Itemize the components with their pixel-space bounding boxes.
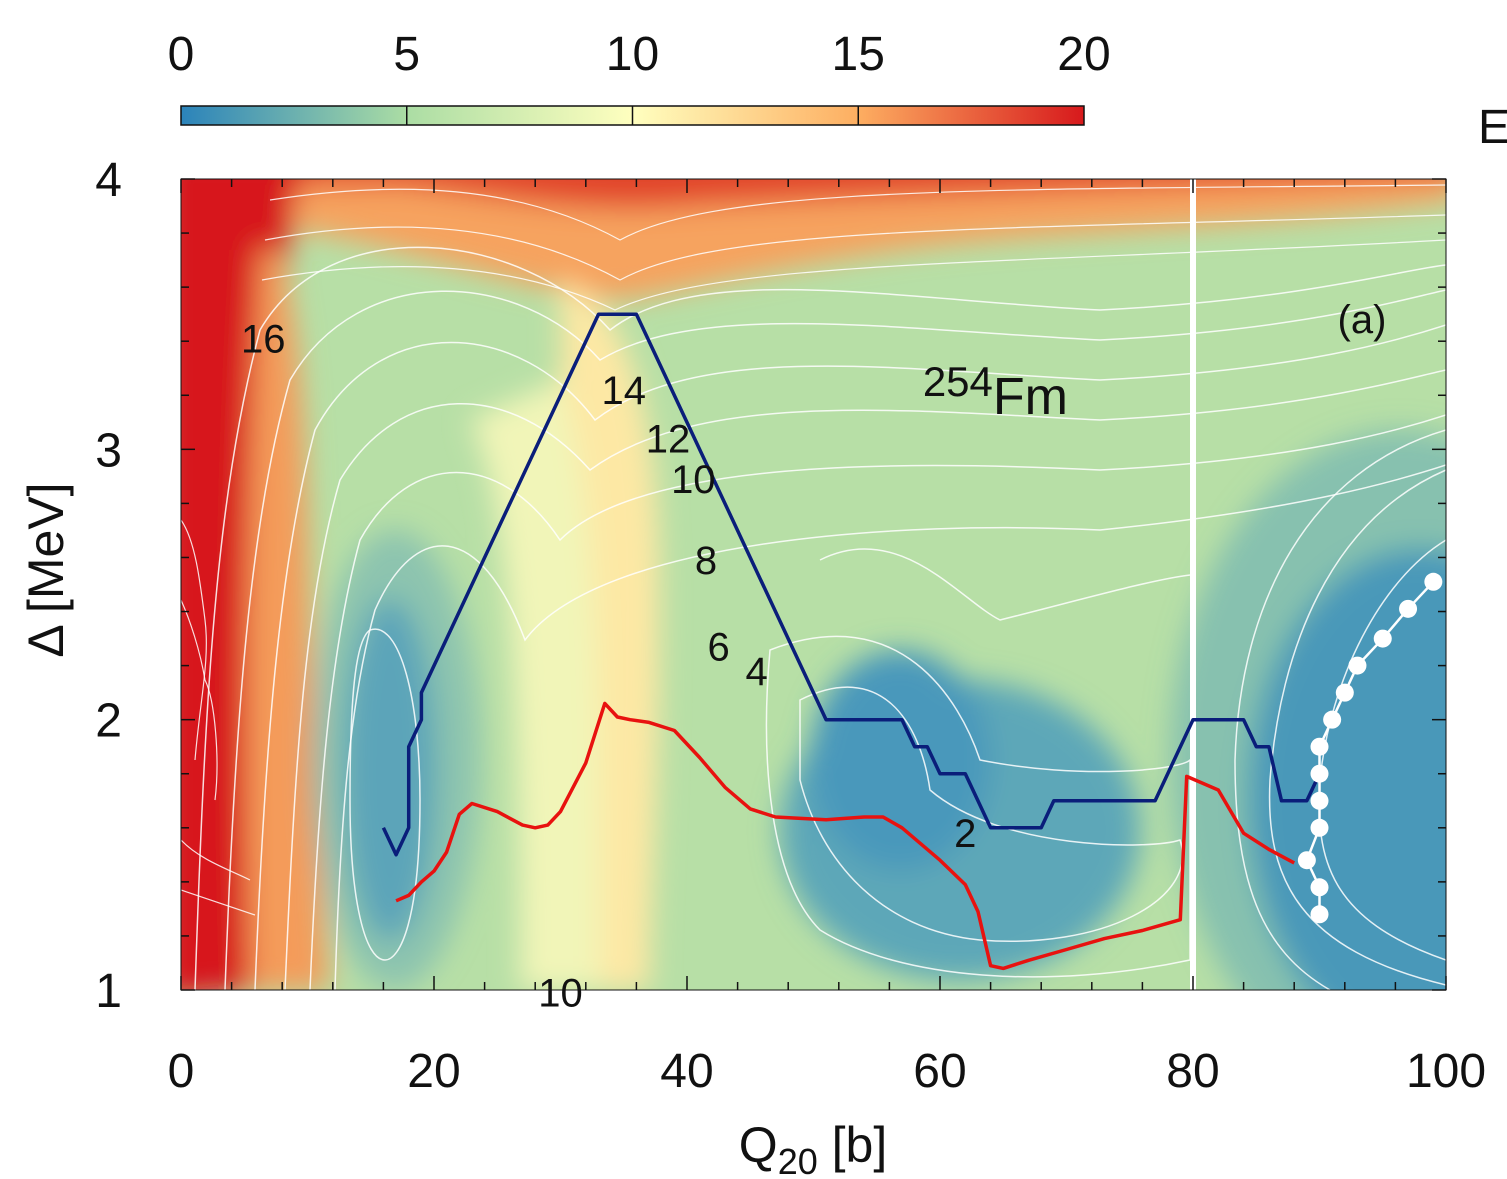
contour-first-well-inner bbox=[349, 628, 421, 961]
y-tick-label: 2 bbox=[95, 695, 122, 748]
series-blue-path bbox=[381, 312, 1322, 857]
contour-label: 4 bbox=[745, 650, 767, 694]
contour-label: 6 bbox=[708, 626, 730, 670]
fission-dot bbox=[1310, 791, 1329, 810]
fission-dot bbox=[1310, 818, 1329, 837]
x-tick-label: 100 bbox=[1406, 1045, 1486, 1098]
y-tick-label: 4 bbox=[95, 154, 122, 207]
y-tick-label: 3 bbox=[95, 424, 122, 477]
contour-left-3 bbox=[181, 839, 251, 881]
colorbar-tick-label: 15 bbox=[832, 28, 885, 81]
contour-arch-2 bbox=[224, 289, 1446, 990]
heatmap-fission-halo bbox=[1170, 430, 1446, 990]
heatmap-red-top bbox=[181, 179, 1355, 209]
contour-label: 14 bbox=[602, 369, 647, 413]
panel-label: (a) bbox=[1338, 298, 1387, 342]
colorbar-tick-label: 10 bbox=[606, 28, 659, 81]
contour-lines bbox=[181, 184, 1446, 990]
contour-arch-4 bbox=[284, 369, 1446, 990]
contour-fission-2 bbox=[1268, 469, 1446, 986]
series-white-dots bbox=[1297, 572, 1443, 924]
contour-lines-left bbox=[181, 519, 256, 916]
contour-arch-1 bbox=[194, 246, 1446, 990]
contour-label: 2 bbox=[954, 812, 976, 856]
x-tick-label: 80 bbox=[1166, 1045, 1219, 1098]
colorbar-tick-label: 0 bbox=[168, 28, 195, 81]
contour-arch-3 bbox=[254, 324, 1446, 990]
x-tick-label: 40 bbox=[660, 1045, 713, 1098]
x-axis-title-main: Q bbox=[739, 1117, 778, 1173]
x-tick-labels: 0 20 40 60 80 100 bbox=[168, 1045, 1486, 1098]
heatmap-first-well-halo bbox=[310, 530, 480, 990]
heatmap bbox=[181, 179, 1446, 990]
colorbar: 0 5 10 15 20 E bbox=[168, 28, 1507, 154]
x-axis-title: Q20 [b] bbox=[739, 1117, 887, 1179]
colorbar-tick-label: 20 bbox=[1057, 28, 1110, 81]
y-tick-label: 1 bbox=[95, 965, 122, 1018]
contour-arch-6 bbox=[334, 464, 1446, 990]
x-tick-label: 20 bbox=[407, 1045, 460, 1098]
x-tick-label: 0 bbox=[168, 1045, 195, 1098]
contour-label: 12 bbox=[646, 418, 691, 462]
contour-lines-top bbox=[261, 184, 1446, 311]
contour-left-4 bbox=[181, 889, 256, 916]
colorbar-ticks: 0 5 10 15 20 bbox=[168, 28, 1111, 125]
contour-lines-arches bbox=[194, 246, 1446, 990]
fission-dot bbox=[1373, 629, 1392, 648]
y-axis-title: Δ [MeV] bbox=[18, 482, 74, 657]
series-layer bbox=[381, 312, 1443, 971]
fission-dot bbox=[1424, 572, 1443, 591]
contour-top-1 bbox=[269, 184, 1446, 241]
colorbar-tick-label: 5 bbox=[393, 28, 420, 81]
contour-top-2 bbox=[264, 214, 1446, 281]
colorbar-label: E bbox=[1478, 101, 1507, 154]
contour-label: 16 bbox=[241, 317, 286, 361]
heatmap-hot-top bbox=[181, 179, 1446, 300]
fission-dot bbox=[1310, 764, 1329, 783]
fission-dot bbox=[1297, 851, 1316, 870]
contour-left-2 bbox=[181, 599, 218, 801]
fission-dot bbox=[1335, 683, 1354, 702]
contour-fission-3 bbox=[1234, 429, 1446, 990]
series-red-path bbox=[395, 701, 1296, 971]
fission-dot bbox=[1399, 599, 1418, 618]
fission-dot bbox=[1310, 878, 1329, 897]
plot-frame bbox=[180, 178, 1447, 991]
fission-dot bbox=[1348, 656, 1367, 675]
nucleus-element: Fm bbox=[993, 368, 1068, 426]
x-axis-title-unit: [b] bbox=[818, 1117, 887, 1173]
nucleus-label: 254Fm bbox=[923, 358, 1068, 426]
contour-second-well-inner bbox=[799, 686, 1184, 942]
x-tick-label: 60 bbox=[913, 1045, 966, 1098]
contour-label: 10 bbox=[671, 458, 716, 502]
fission-dot bbox=[1310, 905, 1329, 924]
fission-dot bbox=[1310, 737, 1329, 756]
contour-saddle bbox=[819, 548, 1191, 621]
contour-label: 8 bbox=[695, 539, 717, 583]
nucleus-mass: 254 bbox=[923, 358, 993, 405]
contour-second-well-outer bbox=[765, 635, 1191, 978]
contour-left-1 bbox=[181, 519, 207, 761]
heatmap-orange-left bbox=[245, 250, 330, 990]
contour-top-3 bbox=[261, 239, 1446, 311]
contour-arch-5 bbox=[309, 414, 1446, 990]
contour-label: 10 bbox=[538, 972, 583, 1016]
axis-ticks bbox=[180, 178, 1447, 991]
y-tick-labels: 1 2 3 4 bbox=[95, 154, 122, 1018]
fission-dot bbox=[1323, 710, 1342, 729]
x-axis-title-sub: 20 bbox=[778, 1141, 818, 1179]
heatmap-second-well-core bbox=[810, 650, 990, 870]
